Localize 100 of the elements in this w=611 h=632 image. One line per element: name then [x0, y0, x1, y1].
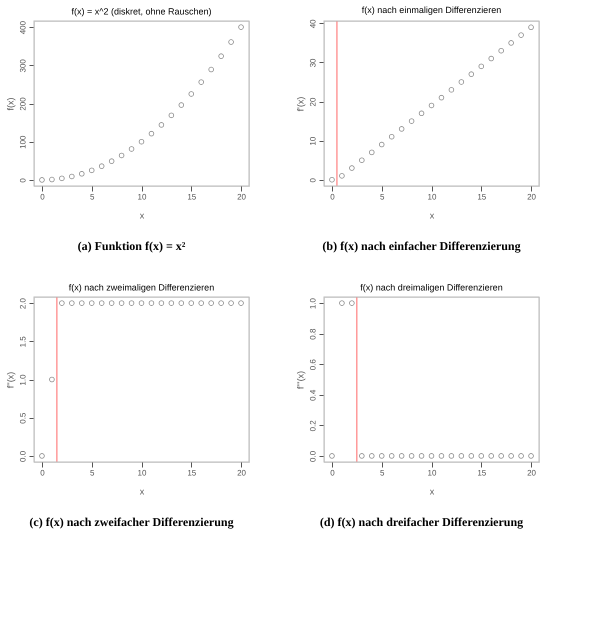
point: [329, 177, 335, 182]
point: [178, 102, 184, 108]
y-tick-label: 0.2: [308, 420, 318, 432]
x-tick-label: 5: [380, 468, 386, 478]
x-axis-title: x: [430, 486, 435, 496]
point: [148, 130, 154, 136]
point: [39, 177, 45, 183]
y-tick-label: 0: [308, 177, 318, 182]
point: [188, 300, 194, 306]
point: [79, 171, 85, 177]
y-tick-label: 0.0: [18, 450, 28, 462]
y-tick-label: 200: [18, 96, 28, 111]
point: [228, 39, 234, 45]
point: [488, 56, 494, 62]
point: [428, 102, 434, 108]
point: [168, 300, 174, 306]
point: [118, 300, 124, 306]
y-tick-label: 1.0: [308, 298, 318, 310]
point: [458, 79, 464, 85]
point: [69, 174, 75, 180]
point: [59, 300, 65, 306]
point: [208, 66, 214, 72]
y-tick-label: 40: [308, 18, 318, 28]
x-tick-label: 20: [527, 468, 537, 478]
point: [59, 176, 65, 182]
text: (d) f(x) nach dreifacher Differenzierung: [320, 515, 524, 529]
point: [418, 110, 424, 116]
point: [158, 300, 164, 306]
point: [408, 118, 414, 124]
point: [178, 300, 184, 306]
y-tick-label: 0: [18, 178, 28, 183]
point: [508, 40, 514, 46]
point: [349, 165, 355, 171]
point: [218, 300, 224, 306]
point: [98, 163, 104, 169]
y-tick-label: 1.0: [18, 374, 28, 386]
x-tick-label: 0: [330, 468, 336, 478]
point: [198, 79, 204, 85]
point: [448, 87, 454, 93]
x-tick-label: 20: [237, 468, 247, 478]
y-tick-label: 300: [18, 58, 28, 72]
y-tick-label: 0.4: [308, 389, 318, 401]
point: [128, 300, 134, 306]
point: [88, 300, 94, 306]
point: [518, 32, 524, 38]
point: [369, 150, 375, 156]
point: [138, 138, 144, 144]
y-tick-label: 400: [18, 20, 28, 34]
point: [238, 24, 244, 30]
y-axis-title: f'(x): [296, 96, 306, 112]
point: [388, 134, 394, 140]
point: [228, 300, 234, 306]
x-tick-label: 5: [90, 468, 96, 478]
point: [218, 53, 224, 59]
y-tick-label: 0.8: [308, 328, 318, 340]
x-tick-label: 15: [187, 192, 197, 202]
x-tick-label: 15: [187, 468, 197, 478]
y-tick-label: 0.0: [308, 450, 318, 462]
y-tick-label: 1.5: [18, 336, 28, 348]
point: [478, 64, 484, 70]
point: [198, 300, 204, 306]
point: [168, 112, 174, 118]
point: [108, 158, 114, 164]
point: [148, 300, 154, 306]
point: [128, 146, 134, 152]
x-axis-title: x: [140, 210, 145, 220]
x-tick-label: 10: [428, 468, 437, 478]
y-axis-title: f''(x): [6, 372, 16, 388]
x-axis-title: x: [430, 210, 435, 220]
point: [468, 71, 474, 77]
point: [359, 157, 365, 163]
point: [238, 300, 244, 306]
point: [79, 300, 85, 306]
text: (b) f(x) nach einfacher Differenzierung: [322, 239, 521, 253]
y-tick-label: 0.5: [18, 412, 28, 424]
point: [118, 152, 124, 158]
point: [49, 376, 55, 382]
y-tick-label: 30: [308, 58, 318, 68]
chart-title: f(x) = x^2 (diskret, ohne Rauschen): [71, 6, 212, 16]
point: [98, 300, 104, 306]
y-axis-title: f'''(x): [296, 370, 306, 390]
point: [188, 91, 194, 97]
point: [398, 126, 404, 132]
x-tick-label: 0: [40, 192, 46, 202]
x-tick-label: 10: [138, 468, 147, 478]
point: [438, 94, 444, 100]
y-tick-label: 0.6: [308, 358, 318, 370]
y-axis-title: f(x): [6, 98, 16, 110]
point: [158, 122, 164, 128]
x-tick-label: 20: [237, 192, 247, 202]
point: [138, 300, 144, 306]
point: [339, 173, 345, 179]
x-tick-label: 5: [380, 192, 386, 202]
x-tick-label: 10: [428, 192, 437, 202]
point: [39, 453, 45, 459]
point: [528, 24, 534, 30]
chart-title: f(x) nach dreimaligen Differenzieren: [360, 282, 503, 292]
x-tick-label: 0: [40, 468, 46, 478]
point: [208, 300, 214, 306]
text: (c) f(x) nach zweifacher Differenzierung: [29, 515, 234, 529]
